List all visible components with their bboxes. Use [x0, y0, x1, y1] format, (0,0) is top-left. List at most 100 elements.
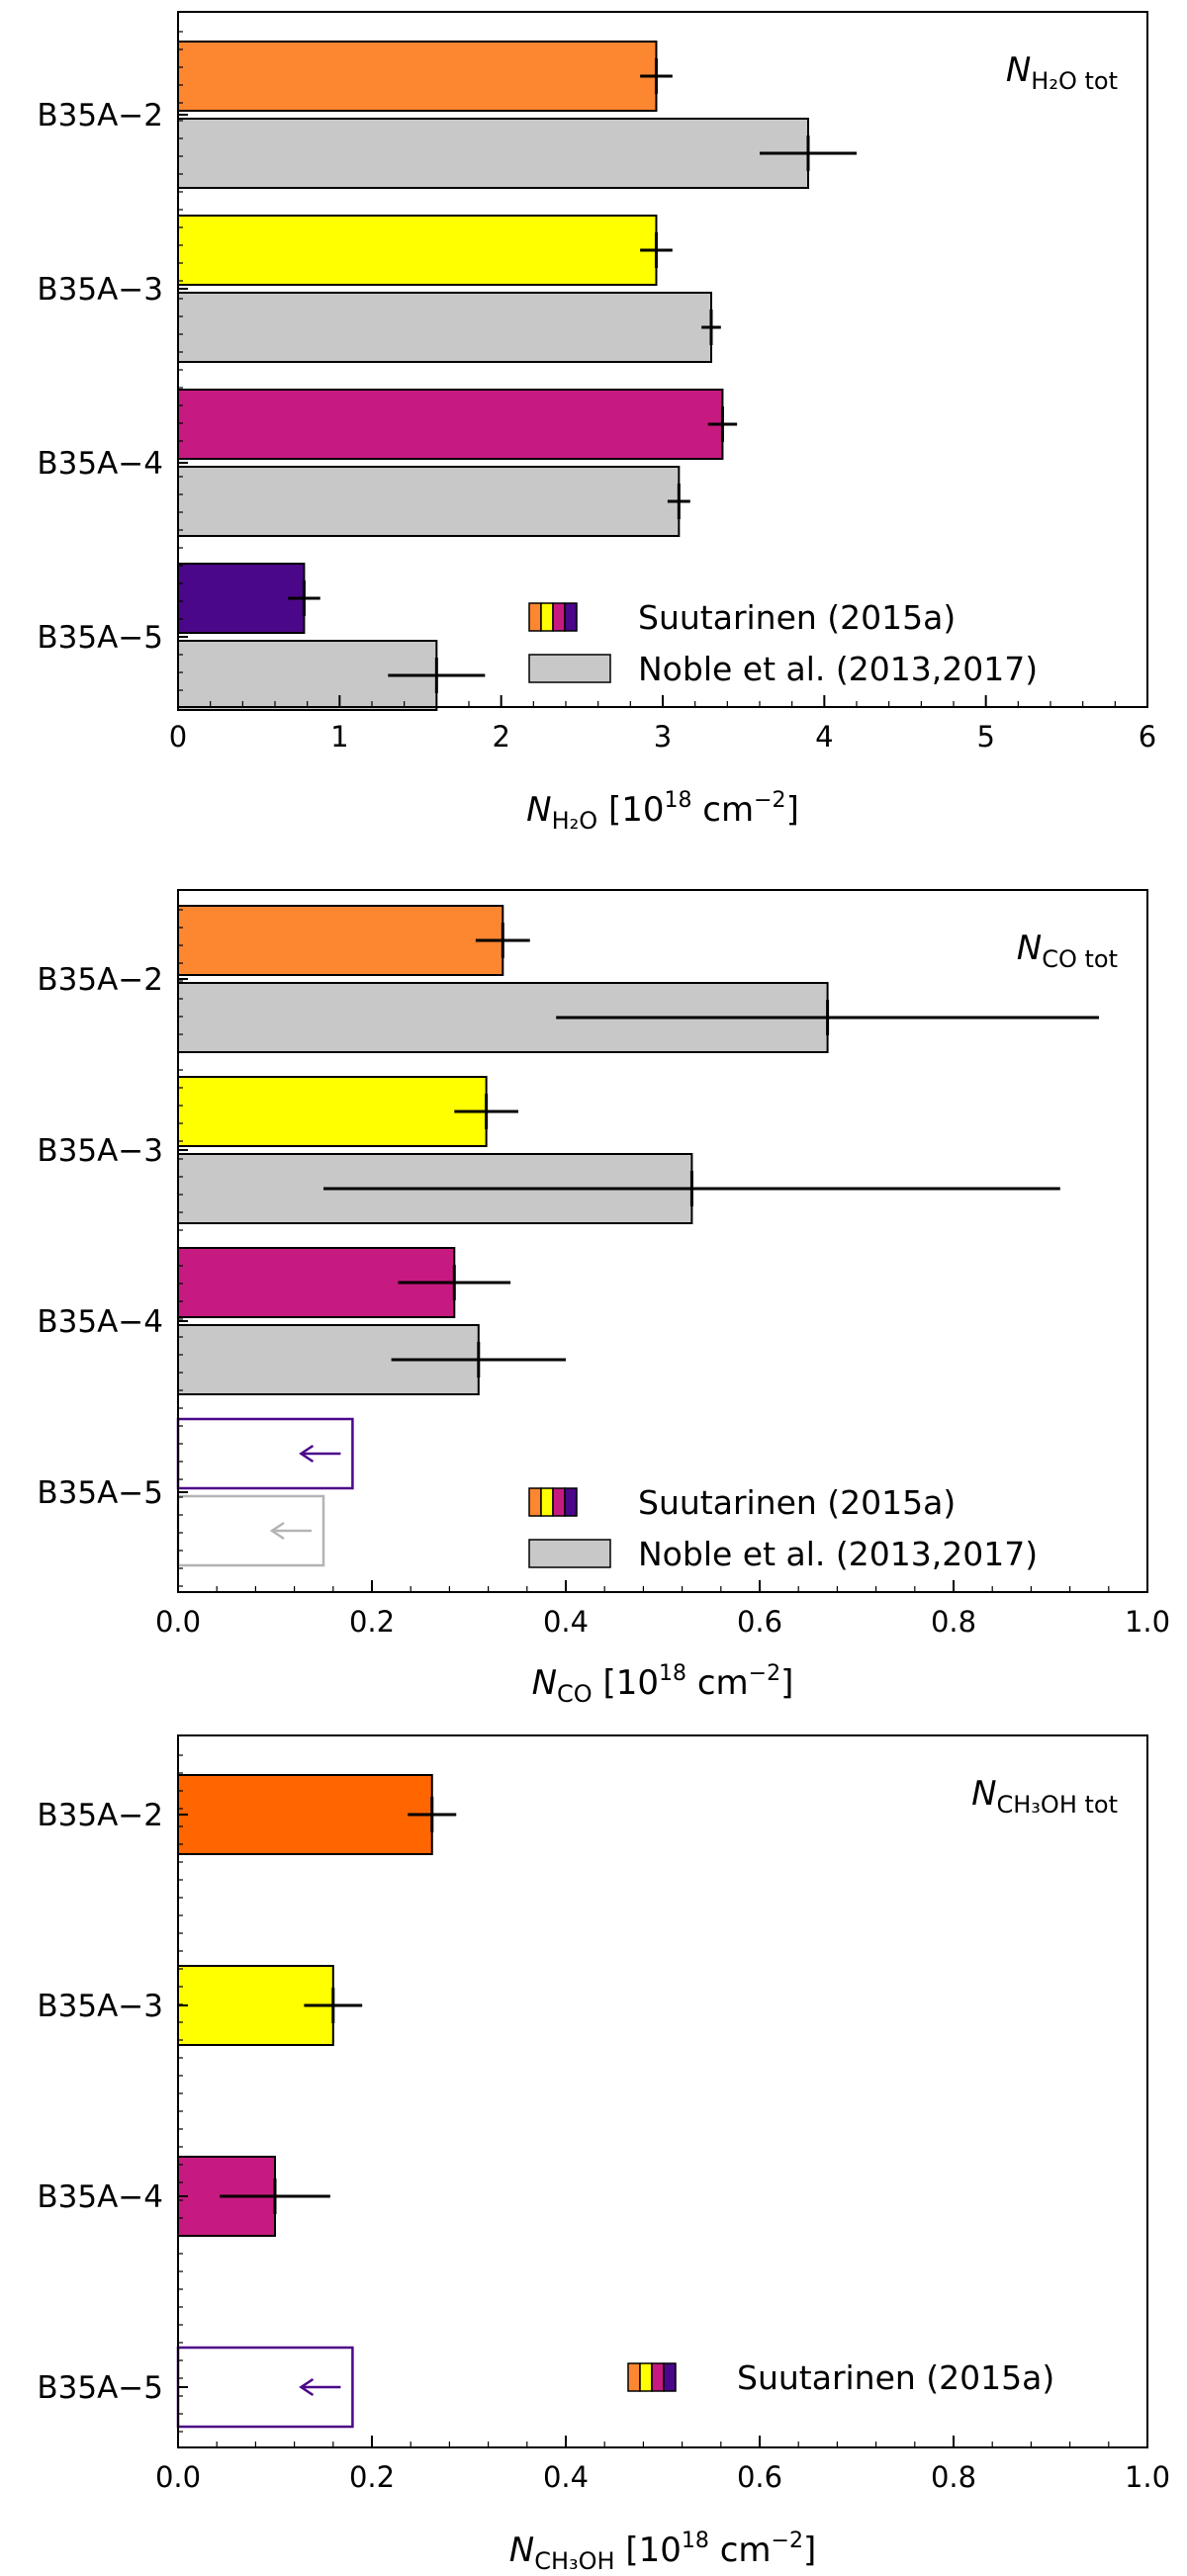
- legend-label: Suutarinen (2015a): [737, 2358, 1054, 2397]
- panel-ch3oh: B35A−2 B35A−3 B35A−4 B35A−5 0.0 0.2 0.4 0.6 0.8 1…: [37, 1734, 1170, 2575]
- legend-swatch-suutarinen: [564, 1487, 578, 1517]
- x-tick-label: 4: [815, 720, 833, 754]
- legend-swatch-suutarinen: [552, 1487, 566, 1517]
- category-label: B35A−5: [37, 620, 163, 656]
- bar-suutarinen-1: [177, 1965, 334, 2046]
- x-tick-label: 0: [169, 720, 187, 754]
- x-tick-label: 1.0: [1125, 2460, 1170, 2494]
- plot-frame: [177, 1734, 1148, 2448]
- x-axis-title-symbol: N: [526, 790, 551, 830]
- x-axis-title-units: [10: [597, 790, 664, 830]
- annotation-subscript: CH₃OH tot: [997, 1791, 1119, 1819]
- x-axis-title-unit: cm: [692, 790, 755, 830]
- panel-co: B35A−2 B35A−3 B35A−4 B35A−5 0.0 0.2 0.4 0.6 0.8 1…: [37, 889, 1170, 1708]
- x-axis-title-exponent: 18: [665, 788, 692, 813]
- panel-annotation: NH₂O tot: [1006, 50, 1118, 95]
- x-tick-label: 5: [976, 720, 994, 754]
- legend-label: Suutarinen (2015a): [638, 598, 956, 637]
- annotation-symbol: N: [1006, 50, 1031, 90]
- category-label: B35A−4: [37, 446, 163, 482]
- x-axis-title-close: ]: [786, 790, 799, 830]
- legend-swatch-noble: [528, 654, 611, 683]
- category-label: B35A−5: [37, 2370, 163, 2406]
- x-tick-label: 1: [330, 720, 348, 754]
- x-tick-label: 1.0: [1125, 1605, 1170, 1639]
- legend-swatch-noble: [528, 1539, 611, 1568]
- x-tick-label: 3: [654, 720, 672, 754]
- bar-suutarinen-0: [177, 1774, 433, 1855]
- x-axis-title-symbol: N: [509, 2531, 534, 2570]
- x-tick-label: 0.4: [543, 1605, 589, 1639]
- x-axis-title-units: [10: [615, 2531, 682, 2570]
- x-tick-label: 0.6: [737, 2460, 782, 2494]
- bar-suutarinen-0: [177, 41, 658, 112]
- x-axis-title-exponent: 18: [659, 1661, 686, 1686]
- x-tick-label: 2: [492, 720, 509, 754]
- legend-swatch-suutarinen: [528, 602, 542, 632]
- category-label: B35A−3: [37, 1133, 163, 1169]
- legend-swatch-suutarinen: [552, 602, 566, 632]
- category-label: B35A−4: [37, 1304, 163, 1340]
- x-axis-title-subscript: H₂O: [552, 807, 598, 835]
- x-axis-title-units: [10: [593, 1663, 659, 1703]
- x-axis-title-symbol: N: [532, 1663, 557, 1703]
- x-axis-title: NCH₃OH [1018 cm−2]: [509, 2529, 816, 2575]
- category-label: B35A−2: [37, 98, 163, 133]
- x-axis-title-close: ]: [780, 1663, 793, 1703]
- x-axis-title-subscript: CH₃OH: [534, 2547, 614, 2575]
- legend-swatch-suutarinen: [627, 2362, 641, 2392]
- category-label: B35A−2: [37, 962, 163, 998]
- bar-suutarinen-0: [177, 905, 504, 976]
- panel-annotation: NCO tot: [1017, 929, 1118, 973]
- x-axis-title: NCO [1018 cm−2]: [532, 1661, 794, 1708]
- x-tick-label: 0.2: [349, 2460, 395, 2494]
- bar-suutarinen-2: [177, 389, 724, 460]
- legend-label: Noble et al. (2013,2017): [638, 650, 1038, 688]
- upper-limit-arrow-head: [299, 1444, 315, 1464]
- x-axis-title-unit: cm: [709, 2531, 772, 2570]
- x-axis-title-exponent: 18: [682, 2529, 709, 2553]
- x-axis-title-close: ]: [803, 2531, 816, 2570]
- x-tick-label: 0.8: [931, 1605, 976, 1639]
- annotation-subscript: CO tot: [1042, 945, 1118, 973]
- category-label: B35A−4: [37, 2179, 163, 2215]
- annotation-subscript: H₂O tot: [1031, 67, 1118, 95]
- plot-frame: [177, 889, 1148, 1593]
- x-tick-label: 0.2: [349, 1605, 395, 1639]
- upper-limit-arrow-head: [269, 1521, 285, 1541]
- x-tick-label: 0.4: [543, 2460, 589, 2494]
- bar-suutarinen-1: [177, 215, 658, 286]
- x-axis-title-subscript: CO: [557, 1680, 593, 1708]
- legend-swatch-suutarinen: [540, 602, 554, 632]
- legend-swatch-suutarinen: [528, 1487, 542, 1517]
- bar-suutarinen-1: [177, 1076, 488, 1147]
- x-tick-label: 0.8: [931, 2460, 976, 2494]
- x-tick-label: 0.0: [155, 2460, 201, 2494]
- category-label: B35A−5: [37, 1475, 163, 1511]
- legend-label: Suutarinen (2015a): [638, 1483, 956, 1522]
- x-axis-title: NH₂O [1018 cm−2]: [526, 788, 799, 835]
- category-label: B35A−2: [37, 1798, 163, 1833]
- legend-swatch-suutarinen: [639, 2362, 653, 2392]
- legend-label: Noble et al. (2013,2017): [638, 1535, 1038, 1573]
- legend-swatch-suutarinen: [651, 2362, 665, 2392]
- bar-suutarinen-3: [177, 563, 306, 634]
- category-label: B35A−3: [37, 1989, 163, 2024]
- legend-swatch-suutarinen: [663, 2362, 677, 2392]
- x-axis-title-unit-exponent: −2: [754, 788, 785, 813]
- x-axis-title-unit-exponent: −2: [749, 1661, 780, 1686]
- x-axis-title-unit: cm: [686, 1663, 749, 1703]
- legend-swatch-suutarinen: [540, 1487, 554, 1517]
- x-tick-label: 0.0: [155, 1605, 201, 1639]
- annotation-symbol: N: [1017, 929, 1042, 968]
- panel-annotation: NCH₃OH tot: [971, 1774, 1118, 1819]
- bar-noble-2: [177, 466, 681, 537]
- annotation-symbol: N: [971, 1774, 996, 1814]
- bar-noble-1: [177, 292, 712, 363]
- upper-limit-arrow-head: [299, 2377, 315, 2397]
- bar-noble-0: [177, 118, 809, 189]
- x-tick-label: 0.6: [737, 1605, 782, 1639]
- legend-swatch-suutarinen: [564, 602, 578, 632]
